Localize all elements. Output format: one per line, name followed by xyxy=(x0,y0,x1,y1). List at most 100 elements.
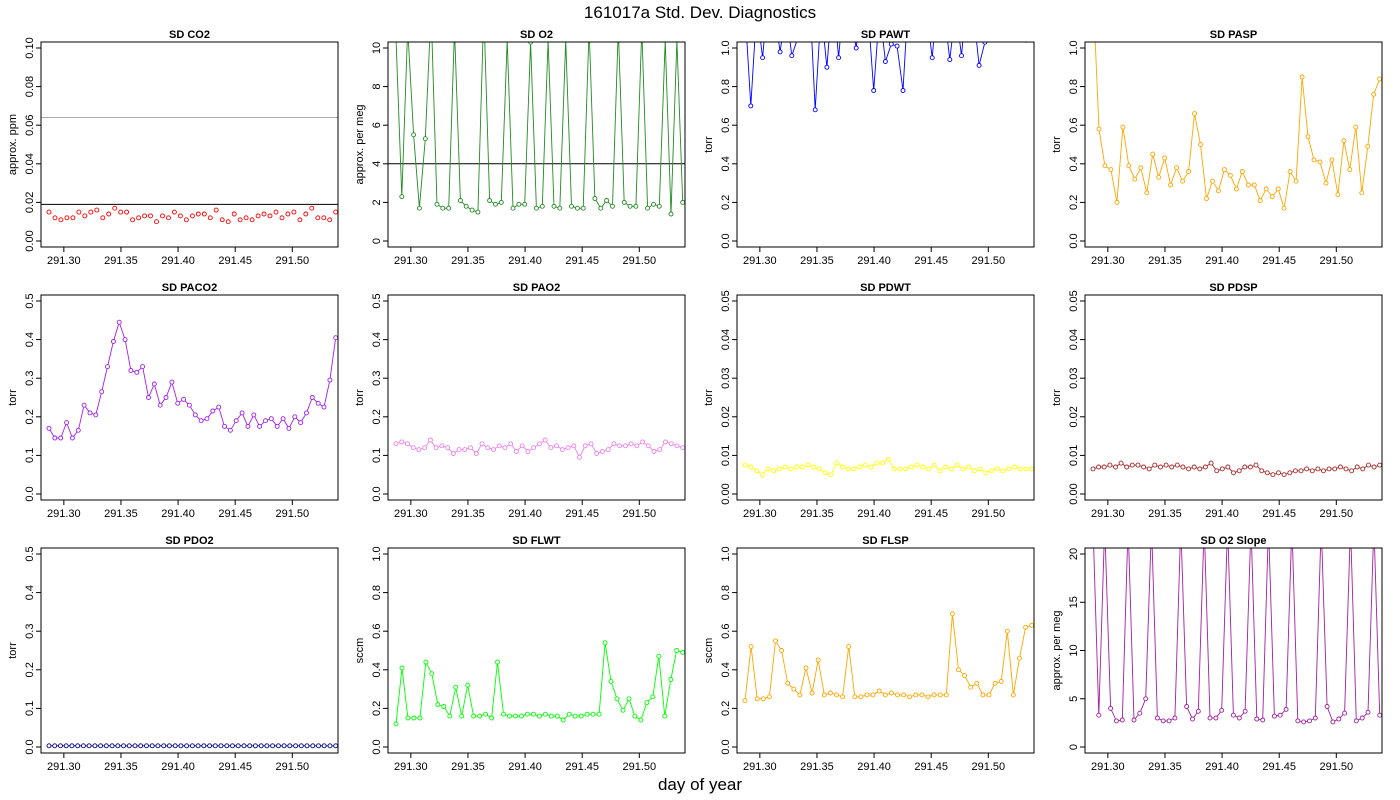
panel-plot-area xyxy=(41,116,338,225)
data-point xyxy=(1324,704,1330,709)
data-point xyxy=(106,211,112,217)
y-tick-label: 0.03 xyxy=(1068,367,1080,388)
data-point xyxy=(1012,36,1016,40)
data-point xyxy=(779,648,785,653)
data-point xyxy=(1186,466,1192,472)
series-line xyxy=(395,642,683,724)
data-point xyxy=(524,711,530,717)
data-point xyxy=(130,217,136,223)
data-point xyxy=(998,678,1004,684)
y-tick-label: 1.0 xyxy=(720,40,732,55)
data-point xyxy=(645,443,651,449)
data-point xyxy=(69,435,75,441)
data-point xyxy=(994,466,1000,472)
plot-frame xyxy=(40,547,339,754)
data-point xyxy=(132,743,138,749)
figure-title: 161017a Std. Dev. Diagnostics xyxy=(583,3,817,22)
data-point xyxy=(327,743,333,749)
x-tick-label: 291.45 xyxy=(218,761,252,773)
x-tick-label: 291.50 xyxy=(622,761,656,773)
data-point xyxy=(433,445,439,451)
data-point xyxy=(948,466,954,472)
data-point xyxy=(513,713,518,719)
data-point xyxy=(611,441,617,447)
data-point xyxy=(255,213,261,219)
data-point xyxy=(1307,718,1312,724)
data-point xyxy=(657,447,663,453)
x-tick-label: 291.45 xyxy=(1262,508,1296,520)
data-point xyxy=(1236,468,1242,474)
data-point xyxy=(1023,624,1029,630)
data-point xyxy=(501,711,506,717)
data-point xyxy=(809,690,815,696)
data-point xyxy=(644,700,650,706)
data-point xyxy=(144,743,149,749)
data-point xyxy=(1257,198,1263,203)
data-point xyxy=(405,715,411,721)
data-point xyxy=(897,466,903,472)
panel-title: SD O2 xyxy=(520,29,553,41)
data-point xyxy=(1213,715,1219,721)
y-tick-label: 0.3 xyxy=(24,624,36,639)
data-point xyxy=(1135,462,1141,468)
data-point xyxy=(462,447,468,453)
data-point xyxy=(86,743,92,749)
data-point xyxy=(1269,194,1275,200)
data-point xyxy=(435,702,441,707)
data-point xyxy=(674,443,680,449)
data-point xyxy=(894,43,900,49)
data-point xyxy=(142,213,148,219)
y-tick-label: 0.00 xyxy=(24,230,36,251)
data-point xyxy=(1263,186,1269,192)
data-point xyxy=(411,132,417,138)
data-point xyxy=(189,743,195,749)
data-point xyxy=(453,27,457,31)
data-point xyxy=(926,466,931,472)
data-point xyxy=(297,217,303,223)
y-tick-label: 0.1 xyxy=(24,701,36,716)
data-point xyxy=(668,441,674,447)
data-point xyxy=(126,743,132,749)
data-point xyxy=(569,203,574,209)
data-point xyxy=(866,7,870,11)
data-point xyxy=(465,682,471,688)
y-tick-label: 0.01 xyxy=(1068,445,1080,466)
data-point xyxy=(817,466,822,472)
data-point xyxy=(333,743,338,749)
data-point xyxy=(1198,142,1203,147)
data-point xyxy=(416,205,422,211)
data-point xyxy=(1119,717,1125,723)
data-point xyxy=(954,462,960,468)
y-tick-label: 0.2 xyxy=(720,701,732,716)
x-tick-label: 291.40 xyxy=(1205,761,1239,773)
data-point xyxy=(105,364,110,370)
y-tick-label: 0.01 xyxy=(720,445,732,466)
data-point xyxy=(270,743,276,749)
data-point xyxy=(812,107,818,113)
data-point xyxy=(1210,178,1215,184)
data-point xyxy=(931,462,937,468)
data-point xyxy=(1184,704,1190,709)
data-point xyxy=(1270,472,1276,478)
data-point xyxy=(80,743,86,749)
data-point xyxy=(249,217,255,223)
data-point xyxy=(227,427,233,433)
data-point xyxy=(327,217,333,223)
data-point xyxy=(136,215,142,221)
x-tick-label: 291.35 xyxy=(104,508,138,520)
x-tick-label: 291.50 xyxy=(1319,255,1353,267)
data-point xyxy=(1029,622,1034,628)
x-tick-label: 291.45 xyxy=(565,508,599,520)
data-point xyxy=(571,443,577,449)
data-point xyxy=(154,219,159,225)
data-point xyxy=(845,466,851,472)
data-point xyxy=(874,460,880,466)
data-point xyxy=(1335,192,1341,198)
data-point xyxy=(794,464,800,470)
data-point xyxy=(201,211,207,217)
data-point xyxy=(273,209,279,215)
data-point xyxy=(1353,718,1359,724)
data-point xyxy=(161,743,167,749)
data-point xyxy=(846,644,852,650)
